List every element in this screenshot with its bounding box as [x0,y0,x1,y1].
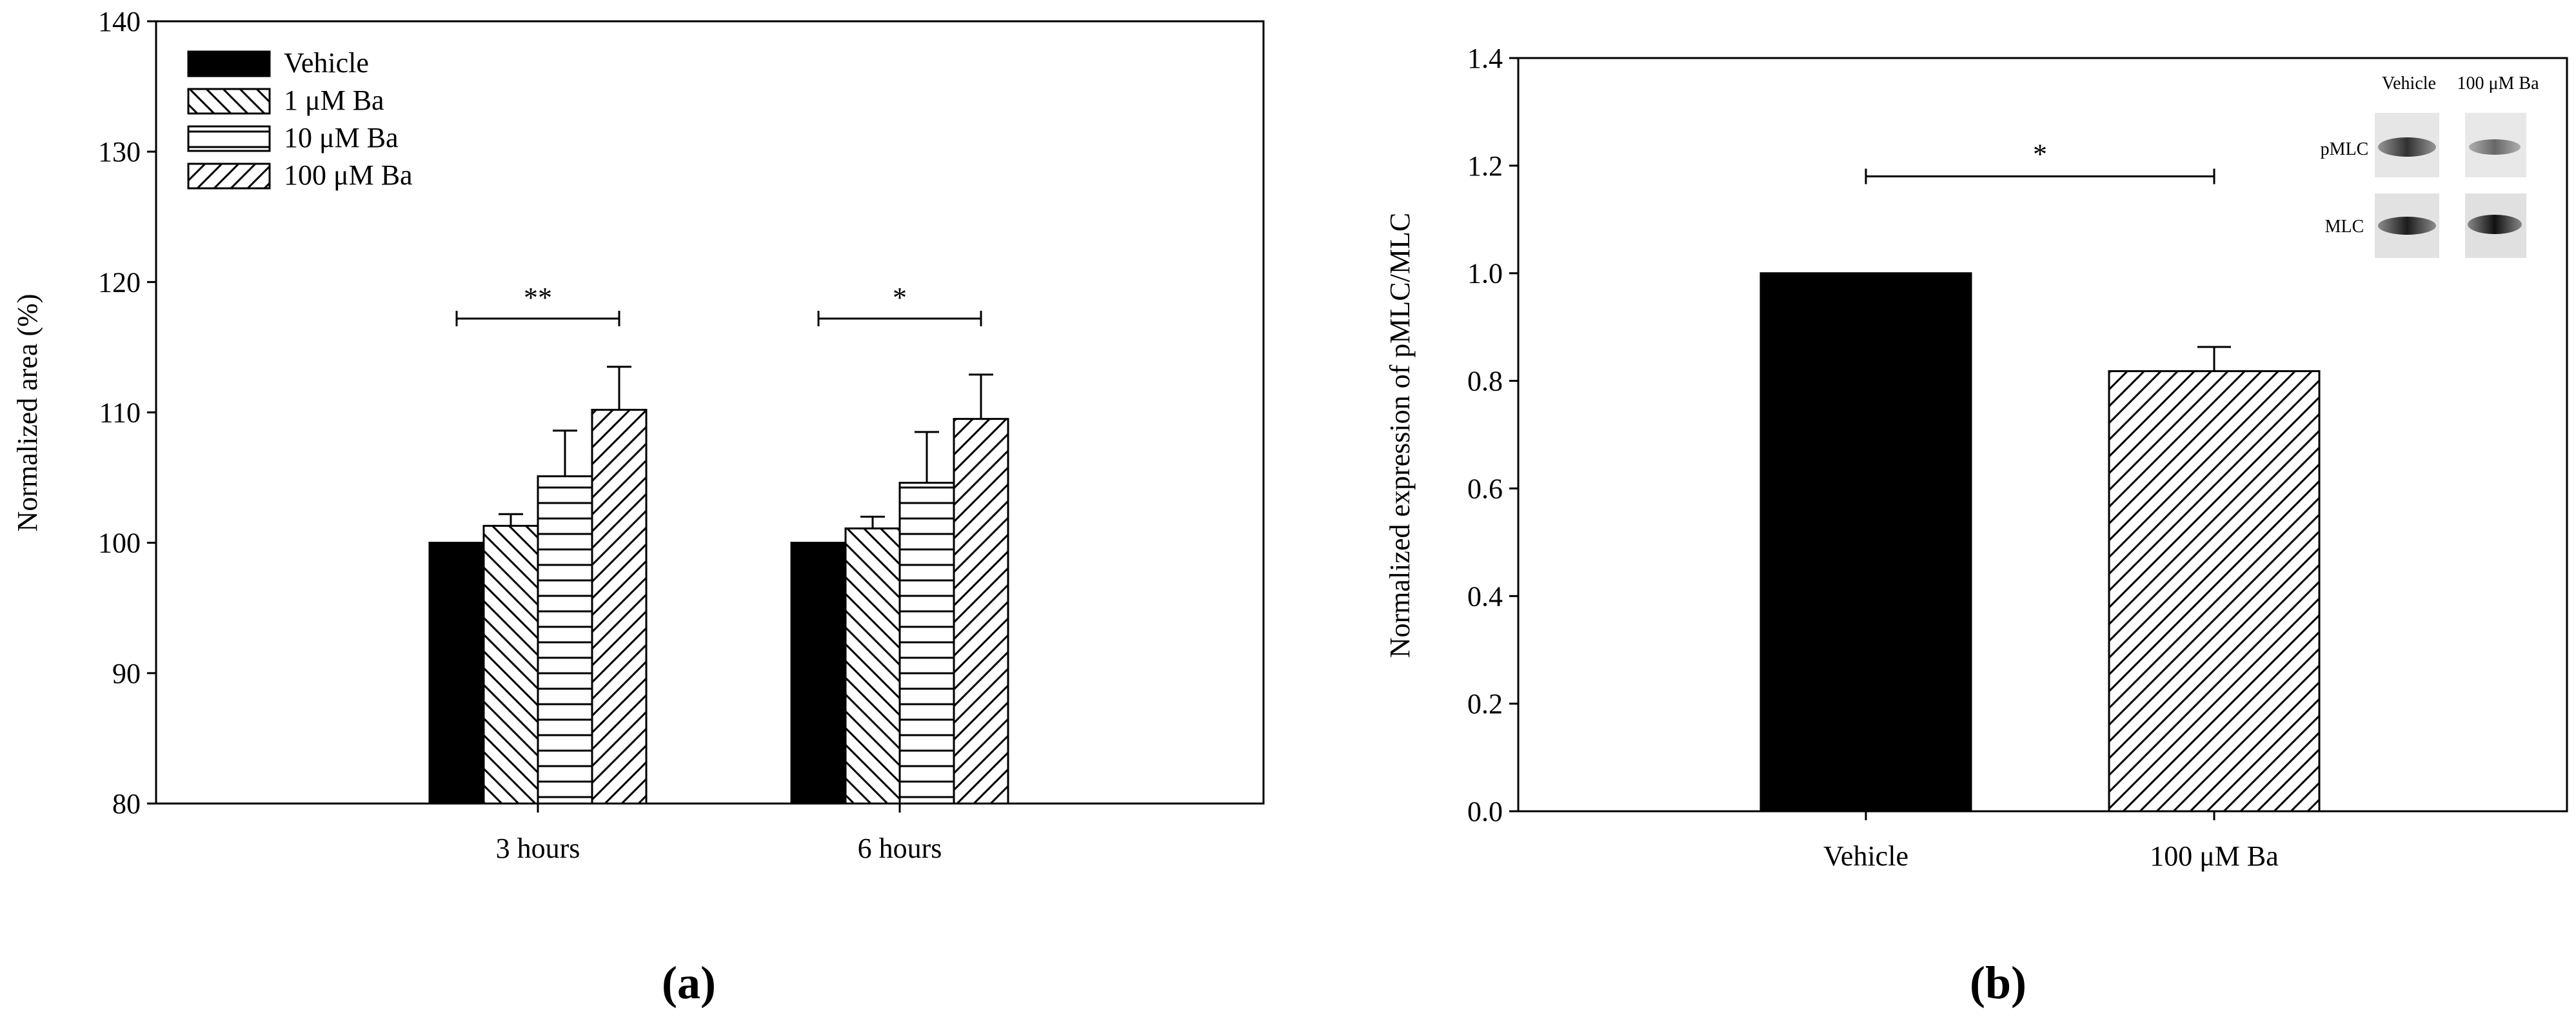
panel-a-y-tick-label: 120 [98,266,141,298]
panel-b-y-tick-label: 0.8 [1467,366,1503,397]
blot-row-label-mlc: MLC [2325,217,2364,237]
blot-column-label-100uM-ba: 100 μM Ba [2457,74,2539,94]
blot-band-mlc-100uM-ba [2468,215,2522,234]
panel-b-chart: 0.0 0.2 0.4 0.6 0.8 1.0 1.2 1.4 * Vehicle 100 μM… [1384,43,2568,1009]
bar-a-3-hours-vehicle [428,542,485,805]
bar-a-6-hours-10-um-ba [898,482,955,805]
panel-b-y-tick-label: 1.4 [1467,43,1503,74]
bar-a-6-hours-100-um-ba [953,418,1009,805]
panel-a-y-tick-label: 80 [112,788,141,820]
panel-a-bars [428,408,1009,805]
panel-b-x-tick-label-100-um-ba: 100 μM Ba [2150,840,2279,872]
panel-a-legend: Vehicle 1 μM Ba 10 μM Ba 100 μM Ba [187,47,413,191]
bar-a-3-hours-1-um-ba [482,524,539,805]
western-blot-inset: Vehicle 100 μM Ba pMLC MLC [2321,74,2539,258]
panel-b-y-tick-label: 0.4 [1467,580,1503,612]
panel-b-label: (b) [1970,957,2026,1009]
legend-label-vehicle: Vehicle [284,47,369,79]
panel-a-y-tick-label: 130 [98,136,141,168]
panel-b-y-tick-label: 0.0 [1467,796,1503,827]
panel-b-x-labels: Vehicle 100 μM Ba [1823,811,2279,872]
sig-label-b-0: * [2033,139,2047,170]
panel-b-y-axis-label: Normalized expression of pMLC/MLC [1384,213,1416,658]
blot-band-mlc-vehicle [2378,217,2436,235]
panel-a-y-tick-label: 140 [98,6,141,37]
legend-label-100-um-ba: 100 μM Ba [284,159,413,191]
bar-a-3-hours-100-um-ba [591,408,648,805]
bar-a-3-hours-10-um-ba [537,475,593,805]
bar-a-6-hours-1-um-ba [844,527,901,805]
sig-label-a-0: ** [524,282,552,313]
bar-a-6-hours-vehicle [790,542,847,805]
blot-band-pmlc-100uM-ba [2469,139,2521,155]
panel-a-y-axis-label: Normalized area (%) [12,294,43,532]
panel-b-x-tick-label-vehicle: Vehicle [1823,840,1908,872]
legend-swatch-1-um-ba [187,88,271,115]
blot-column-label-vehicle: Vehicle [2382,74,2436,94]
legend-swatch-vehicle [187,50,271,77]
sig-label-a-1: * [893,282,907,313]
bar-b-100-um-ba [2108,370,2321,813]
legend-swatch-100-um-ba [187,163,271,190]
panel-a-x-tick-label-6-hours: 6 hours [858,833,942,864]
panel-a-y-tick-label: 90 [112,658,141,689]
panel-b-bars [1759,272,2321,813]
panel-a-y-ticks: 80 90 100 110 120 130 140 [98,6,156,820]
bar-b-vehicle [1759,272,1972,813]
panel-a-label: (a) [662,957,716,1009]
blot-row-label-pmlc: pMLC [2321,139,2369,159]
panel-a-error-bars [499,366,993,529]
blot-band-pmlc-vehicle [2378,137,2436,157]
panel-b-y-tick-label: 1.0 [1467,258,1503,290]
panel-a-y-tick-label: 100 [98,528,141,559]
legend-swatch-10-um-ba [187,125,271,152]
panel-b-y-ticks: 0.0 0.2 0.4 0.6 0.8 1.0 1.2 1.4 [1467,43,1518,827]
panel-b-y-tick-label: 1.2 [1467,150,1503,182]
panel-a-x-labels: 3 hours 6 hours [496,804,942,864]
panel-a-significance: ** * [455,282,982,326]
panel-b-y-tick-label: 0.2 [1467,688,1503,720]
panel-a-y-tick-label: 110 [99,397,141,429]
panel-a-x-tick-label-3-hours: 3 hours [496,833,580,864]
panel-b-error-bars [2197,346,2231,371]
legend-label-1-um-ba: 1 μM Ba [284,84,384,116]
legend-label-10-um-ba: 10 μM Ba [284,122,399,153]
panel-b-significance: * [1865,139,2215,184]
panel-b-plot-frame [1517,57,2568,813]
panel-b-y-tick-label: 0.6 [1467,473,1503,504]
